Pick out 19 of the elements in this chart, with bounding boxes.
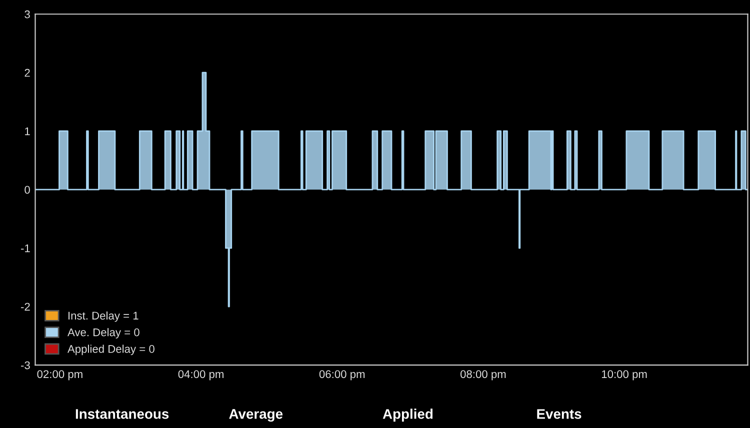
x-tick-label: 08:00 pm bbox=[460, 370, 506, 380]
text: Events bbox=[537, 409, 582, 419]
y-tick-label: -1 bbox=[21, 244, 30, 252]
x-tick-label: 10:00 pm bbox=[602, 370, 647, 380]
text: Applied bbox=[382, 408, 433, 422]
y-tick-label: 2 bbox=[24, 68, 30, 77]
x-tick-label: 06:00 pm bbox=[319, 370, 365, 380]
y-tick-label: 1 bbox=[25, 127, 30, 136]
y-tick-label: -3 bbox=[21, 361, 30, 370]
legend-label: Applied Delay = 0 bbox=[67, 344, 154, 356]
x-tick-label: 02:00 pm bbox=[37, 370, 82, 380]
x-tick-label: 04:00 pm bbox=[178, 370, 224, 380]
text: Instantaneous bbox=[76, 409, 169, 419]
y-tick-label: 3 bbox=[24, 10, 30, 18]
y-tick-label: -2 bbox=[21, 302, 30, 311]
text: Average bbox=[229, 409, 283, 422]
legend-label: Ave. Delay = 0 bbox=[67, 328, 140, 338]
legend-label: Inst. Delay = 1 bbox=[68, 311, 138, 322]
y-tick-label: 0 bbox=[24, 186, 30, 194]
